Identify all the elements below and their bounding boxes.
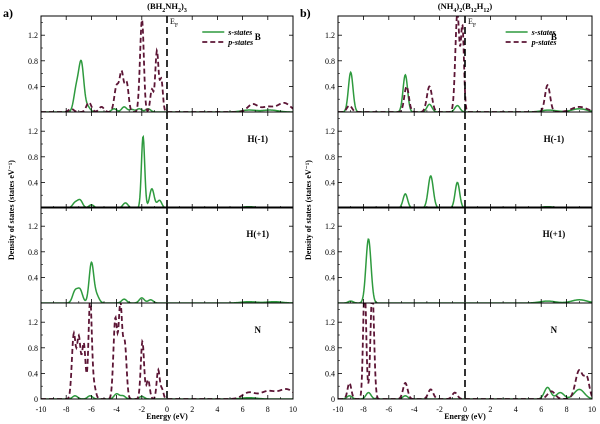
x-tick-label: -2 xyxy=(436,405,443,414)
panel-atom-label: H(+1) xyxy=(543,229,566,239)
y-tick-label: 0.4 xyxy=(28,82,38,91)
x-axis-label: Energy (eV) xyxy=(444,412,486,421)
y-tick-label: 1.2 xyxy=(325,127,335,136)
s-legend-label: s-states xyxy=(227,28,252,37)
y-tick-label: 0.8 xyxy=(28,153,38,162)
panel-atom-label: H(+1) xyxy=(246,229,269,239)
y-tick-label: 0.4 xyxy=(325,178,335,187)
x-tick-label: -10 xyxy=(36,405,47,414)
dos-panel: 1.2 0.8 0.4 B xyxy=(28,15,294,113)
y-axis-label: Density of states (states eV⁻¹) xyxy=(7,160,16,260)
x-tick-label: 10 xyxy=(588,405,596,414)
y-tick-label: 0.4 xyxy=(28,178,38,187)
x-tick-label: 6 xyxy=(539,405,543,414)
dos-panel: 1.2 0.8 0.4 H(-1) xyxy=(28,111,294,209)
dos-panel: 1.2 0.8 0.4 0 N xyxy=(28,302,294,404)
y-tick-label: 1.2 xyxy=(325,318,335,327)
y-tick-label: 0.8 xyxy=(325,344,335,353)
panel-atom-label: N xyxy=(254,325,261,335)
chart-title: (BH2NH2)3 xyxy=(147,1,187,14)
s-states-line xyxy=(41,260,293,303)
fermi-label: EF xyxy=(468,17,477,29)
x-tick-label: -6 xyxy=(88,405,95,414)
p-states-line xyxy=(338,16,592,112)
x-tick-label: -10 xyxy=(333,405,344,414)
x-axis-label: Energy (eV) xyxy=(146,412,188,421)
panel-atom-label: B xyxy=(255,32,261,42)
y-tick-label: 0.8 xyxy=(28,344,38,353)
y-tick-label: 1.2 xyxy=(28,127,38,136)
p-states-line xyxy=(41,17,293,112)
p-legend-label: p-states xyxy=(227,38,253,47)
y-tick-label: 0 xyxy=(331,395,335,404)
dos-panel: 1.2 0.8 0.4 H(+1) xyxy=(28,206,294,304)
dos-panel: 1.2 0.8 0.4 0 N xyxy=(325,302,593,404)
panel-letter: a) xyxy=(3,6,13,20)
y-tick-label: 0.8 xyxy=(28,248,38,257)
chart-title: (NH4)2(B12H12) xyxy=(438,1,493,14)
y-tick-label: 1.2 xyxy=(28,222,38,231)
s-states-line xyxy=(338,238,592,303)
s-states-line xyxy=(41,59,293,112)
x-tick-label: -6 xyxy=(385,405,392,414)
dos-panel: 1.2 0.8 0.4 H(+1) xyxy=(325,206,593,304)
panel-atom-label: H(-1) xyxy=(247,134,268,144)
chart-a: a) (BH2NH2)3 1.2 0.8 0.4 B 1.2 0.8 0.4 H(-1) 1.2 0.… xyxy=(3,1,297,421)
x-tick-label: 2 xyxy=(488,405,492,414)
chart-b: b) (NH4)2(B12H12) 1.2 0.8 0.4 B 1.2 0.8 0.4 H(-1)… xyxy=(300,1,596,421)
x-tick-label: 8 xyxy=(266,405,270,414)
x-tick-label: -4 xyxy=(411,405,418,414)
y-tick-label: 0.4 xyxy=(325,369,335,378)
dos-panel: 1.2 0.8 0.4 H(-1) xyxy=(325,111,593,209)
x-tick-label: -8 xyxy=(63,405,70,414)
s-legend-label: s-states xyxy=(531,28,556,37)
x-tick-label: 0 xyxy=(463,405,467,414)
x-tick-label: 10 xyxy=(289,405,297,414)
y-tick-label: 1.2 xyxy=(28,318,38,327)
y-tick-label: 1.2 xyxy=(325,31,335,40)
panel-letter: b) xyxy=(300,6,311,20)
y-tick-label: 0.8 xyxy=(325,57,335,66)
panel-atom-label: B xyxy=(551,32,557,42)
panel-atom-label: H(-1) xyxy=(544,134,565,144)
x-tick-label: 4 xyxy=(215,405,219,414)
fermi-label: EF xyxy=(170,17,179,29)
y-tick-label: 0.8 xyxy=(325,248,335,257)
y-tick-label: 1.2 xyxy=(325,222,335,231)
y-tick-label: 0.4 xyxy=(28,369,38,378)
y-tick-label: 0 xyxy=(34,395,38,404)
x-tick-label: 2 xyxy=(190,405,194,414)
s-states-line xyxy=(338,386,592,399)
y-tick-label: 0.8 xyxy=(28,57,38,66)
y-tick-label: 0.4 xyxy=(325,273,335,282)
p-legend-label: p-states xyxy=(531,38,557,47)
x-tick-label: -8 xyxy=(360,405,367,414)
y-tick-label: 0.8 xyxy=(325,153,335,162)
p-states-line xyxy=(41,303,293,399)
x-tick-label: 8 xyxy=(565,405,569,414)
x-tick-label: -2 xyxy=(138,405,145,414)
x-tick-label: 6 xyxy=(241,405,245,414)
y-tick-label: 0.4 xyxy=(325,82,335,91)
y-tick-label: 1.2 xyxy=(28,31,38,40)
y-tick-label: 0.4 xyxy=(28,273,38,282)
y-axis-label: Density of states (states eV⁻¹) xyxy=(304,160,313,260)
x-tick-label: 4 xyxy=(514,405,518,414)
panel-atom-label: N xyxy=(551,325,558,335)
x-tick-label: 0 xyxy=(165,405,169,414)
x-tick-label: -4 xyxy=(113,405,120,414)
